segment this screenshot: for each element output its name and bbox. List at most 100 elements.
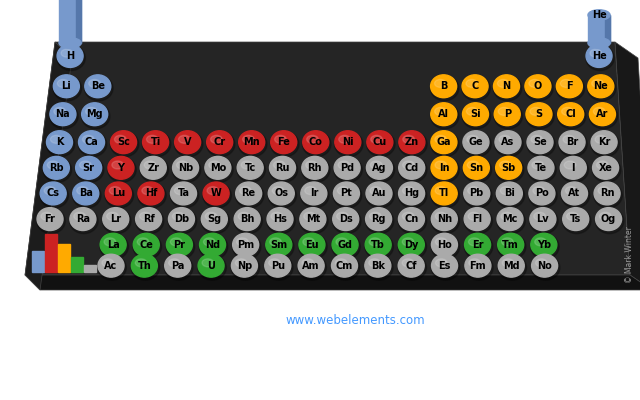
Ellipse shape — [531, 234, 559, 259]
Ellipse shape — [365, 233, 391, 256]
Ellipse shape — [172, 212, 184, 220]
Ellipse shape — [268, 182, 294, 205]
Ellipse shape — [563, 135, 575, 143]
Text: Cn: Cn — [404, 214, 419, 224]
Ellipse shape — [198, 255, 227, 280]
Ellipse shape — [529, 208, 558, 234]
Ellipse shape — [366, 157, 395, 182]
Ellipse shape — [103, 208, 129, 230]
Ellipse shape — [107, 212, 118, 220]
Ellipse shape — [241, 161, 253, 169]
Text: Xe: Xe — [598, 163, 612, 173]
Ellipse shape — [179, 135, 190, 143]
Text: Br: Br — [566, 137, 578, 147]
Ellipse shape — [334, 156, 360, 179]
Text: Li: Li — [61, 81, 71, 91]
Ellipse shape — [369, 238, 381, 246]
Ellipse shape — [299, 234, 327, 259]
Ellipse shape — [303, 131, 329, 154]
Ellipse shape — [79, 161, 92, 169]
Ellipse shape — [136, 208, 161, 230]
Ellipse shape — [298, 255, 326, 280]
Ellipse shape — [204, 238, 215, 246]
Text: Ru: Ru — [275, 163, 290, 173]
Ellipse shape — [137, 238, 149, 246]
Ellipse shape — [495, 156, 522, 179]
Text: Au: Au — [372, 188, 387, 198]
Ellipse shape — [564, 161, 576, 169]
Ellipse shape — [54, 107, 65, 115]
Ellipse shape — [140, 212, 151, 220]
Text: Mo: Mo — [210, 163, 226, 173]
Text: Kr: Kr — [598, 137, 611, 147]
Ellipse shape — [200, 233, 225, 256]
Bar — [605, 15, 610, 43]
Ellipse shape — [367, 156, 392, 179]
Text: © Mark Winter: © Mark Winter — [625, 226, 634, 284]
Ellipse shape — [266, 233, 292, 256]
Text: Yb: Yb — [537, 240, 551, 250]
Ellipse shape — [164, 254, 191, 277]
Ellipse shape — [234, 208, 260, 230]
Ellipse shape — [174, 132, 203, 157]
Ellipse shape — [269, 238, 282, 246]
Ellipse shape — [527, 132, 556, 157]
Ellipse shape — [168, 208, 195, 230]
Ellipse shape — [431, 132, 459, 157]
Text: Pb: Pb — [470, 188, 484, 198]
Ellipse shape — [202, 208, 227, 230]
Ellipse shape — [144, 161, 156, 169]
Text: Sg: Sg — [207, 214, 221, 224]
Ellipse shape — [468, 259, 481, 267]
Ellipse shape — [399, 156, 425, 179]
Text: S: S — [536, 109, 543, 119]
Ellipse shape — [435, 80, 446, 88]
Ellipse shape — [334, 157, 362, 182]
Ellipse shape — [335, 131, 361, 154]
Ellipse shape — [232, 234, 261, 259]
Bar — [45, 234, 57, 272]
Ellipse shape — [79, 131, 104, 154]
Ellipse shape — [399, 157, 427, 182]
Ellipse shape — [332, 208, 361, 234]
Ellipse shape — [498, 233, 524, 256]
Ellipse shape — [207, 186, 219, 194]
Ellipse shape — [135, 259, 147, 267]
Ellipse shape — [595, 208, 624, 234]
Text: Na: Na — [56, 109, 70, 119]
Ellipse shape — [431, 254, 458, 277]
Ellipse shape — [431, 75, 456, 98]
Text: Og: Og — [601, 214, 616, 224]
Ellipse shape — [168, 259, 180, 267]
Bar — [588, 15, 610, 43]
Ellipse shape — [462, 104, 491, 129]
Text: Db: Db — [174, 214, 189, 224]
Ellipse shape — [303, 238, 314, 246]
Text: Eu: Eu — [305, 240, 319, 250]
Ellipse shape — [298, 254, 324, 277]
Ellipse shape — [399, 132, 427, 157]
Ellipse shape — [560, 80, 572, 88]
Ellipse shape — [403, 161, 414, 169]
Text: Bi: Bi — [504, 188, 515, 198]
Text: Rh: Rh — [308, 163, 322, 173]
Ellipse shape — [371, 135, 383, 143]
Ellipse shape — [463, 157, 492, 182]
Ellipse shape — [398, 234, 427, 259]
Ellipse shape — [563, 208, 591, 234]
Text: Er: Er — [472, 240, 483, 250]
Ellipse shape — [98, 254, 124, 277]
Polygon shape — [25, 275, 640, 290]
Ellipse shape — [561, 183, 590, 208]
Ellipse shape — [500, 186, 512, 194]
Text: Fm: Fm — [470, 261, 486, 271]
Ellipse shape — [74, 212, 86, 220]
Ellipse shape — [57, 80, 69, 88]
Ellipse shape — [271, 132, 299, 157]
Ellipse shape — [365, 234, 394, 259]
Ellipse shape — [166, 233, 193, 256]
Ellipse shape — [534, 212, 545, 220]
Ellipse shape — [367, 131, 393, 154]
Ellipse shape — [367, 132, 395, 157]
Ellipse shape — [337, 212, 348, 220]
